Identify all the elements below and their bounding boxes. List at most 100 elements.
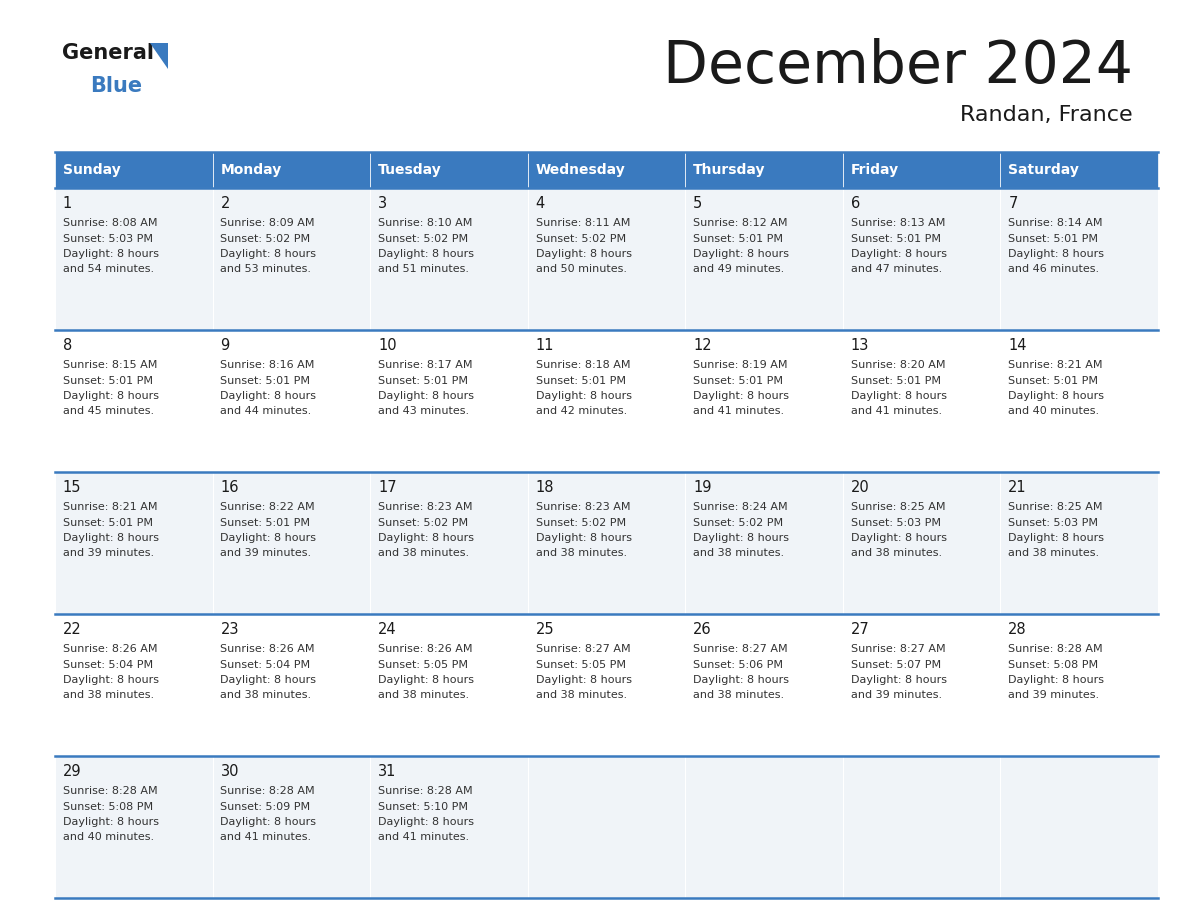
Bar (1000, 152, 1158, 188)
Text: and 44 minutes.: and 44 minutes. (221, 407, 311, 417)
Text: Sunset: 5:08 PM: Sunset: 5:08 PM (1009, 659, 1099, 669)
Text: Daylight: 8 hours: Daylight: 8 hours (851, 675, 947, 685)
Text: Daylight: 8 hours: Daylight: 8 hours (851, 533, 947, 543)
Text: 10: 10 (378, 338, 397, 353)
Bar (685, 472, 842, 614)
Text: Daylight: 8 hours: Daylight: 8 hours (693, 533, 789, 543)
Text: General: General (62, 43, 154, 63)
Text: Daylight: 8 hours: Daylight: 8 hours (378, 675, 474, 685)
Text: Sunrise: 8:27 AM: Sunrise: 8:27 AM (851, 644, 946, 654)
Text: Sunrise: 8:26 AM: Sunrise: 8:26 AM (378, 644, 473, 654)
Text: Daylight: 8 hours: Daylight: 8 hours (536, 675, 632, 685)
Text: Sunset: 5:03 PM: Sunset: 5:03 PM (63, 233, 153, 243)
Text: 9: 9 (221, 338, 229, 353)
Bar (527, 756, 685, 898)
Text: Daylight: 8 hours: Daylight: 8 hours (536, 391, 632, 401)
Text: Daylight: 8 hours: Daylight: 8 hours (1009, 391, 1105, 401)
Text: Sunday: Sunday (63, 163, 121, 177)
Text: Daylight: 8 hours: Daylight: 8 hours (378, 817, 474, 827)
Text: 30: 30 (221, 764, 239, 779)
Text: and 41 minutes.: and 41 minutes. (221, 833, 311, 843)
Bar (55, 472, 213, 614)
Bar (213, 756, 371, 898)
Bar (842, 472, 1000, 614)
Text: Sunset: 5:01 PM: Sunset: 5:01 PM (378, 375, 468, 386)
Text: 18: 18 (536, 480, 554, 495)
Text: Sunset: 5:09 PM: Sunset: 5:09 PM (221, 801, 310, 812)
Bar (371, 152, 527, 188)
Text: Sunset: 5:05 PM: Sunset: 5:05 PM (536, 659, 626, 669)
Text: Sunrise: 8:23 AM: Sunrise: 8:23 AM (536, 502, 630, 512)
Text: Sunrise: 8:26 AM: Sunrise: 8:26 AM (221, 644, 315, 654)
Text: and 38 minutes.: and 38 minutes. (536, 548, 627, 558)
Text: Wednesday: Wednesday (536, 163, 625, 177)
Bar (685, 614, 842, 756)
Bar (55, 188, 213, 330)
Text: Sunset: 5:02 PM: Sunset: 5:02 PM (693, 518, 783, 528)
Text: 14: 14 (1009, 338, 1026, 353)
Text: Daylight: 8 hours: Daylight: 8 hours (63, 675, 159, 685)
Text: Sunrise: 8:21 AM: Sunrise: 8:21 AM (63, 502, 157, 512)
Text: Sunrise: 8:23 AM: Sunrise: 8:23 AM (378, 502, 473, 512)
Text: 13: 13 (851, 338, 870, 353)
Text: Sunrise: 8:24 AM: Sunrise: 8:24 AM (693, 502, 788, 512)
Text: Daylight: 8 hours: Daylight: 8 hours (221, 817, 316, 827)
Text: Sunset: 5:01 PM: Sunset: 5:01 PM (536, 375, 626, 386)
Text: Sunset: 5:10 PM: Sunset: 5:10 PM (378, 801, 468, 812)
Text: Daylight: 8 hours: Daylight: 8 hours (378, 249, 474, 259)
Bar (213, 330, 371, 472)
Text: 5: 5 (693, 196, 702, 211)
Bar (55, 330, 213, 472)
Bar (527, 472, 685, 614)
Text: Thursday: Thursday (693, 163, 765, 177)
Bar (685, 756, 842, 898)
Text: Sunset: 5:01 PM: Sunset: 5:01 PM (1009, 375, 1099, 386)
Text: Sunrise: 8:21 AM: Sunrise: 8:21 AM (1009, 360, 1102, 370)
Text: Sunrise: 8:25 AM: Sunrise: 8:25 AM (851, 502, 946, 512)
Bar (842, 614, 1000, 756)
Text: Sunset: 5:02 PM: Sunset: 5:02 PM (378, 518, 468, 528)
Text: Daylight: 8 hours: Daylight: 8 hours (378, 391, 474, 401)
Bar (213, 188, 371, 330)
Bar (55, 756, 213, 898)
Text: 7: 7 (1009, 196, 1018, 211)
Bar (371, 614, 527, 756)
Text: December 2024: December 2024 (663, 38, 1133, 95)
Text: and 39 minutes.: and 39 minutes. (851, 690, 942, 700)
Text: and 39 minutes.: and 39 minutes. (1009, 690, 1099, 700)
Text: and 54 minutes.: and 54 minutes. (63, 264, 154, 274)
Text: Sunrise: 8:27 AM: Sunrise: 8:27 AM (693, 644, 788, 654)
Text: Sunset: 5:01 PM: Sunset: 5:01 PM (693, 375, 783, 386)
Text: Sunrise: 8:18 AM: Sunrise: 8:18 AM (536, 360, 630, 370)
Text: Sunset: 5:07 PM: Sunset: 5:07 PM (851, 659, 941, 669)
Bar (685, 330, 842, 472)
Text: 21: 21 (1009, 480, 1026, 495)
Text: Sunset: 5:06 PM: Sunset: 5:06 PM (693, 659, 783, 669)
Text: 8: 8 (63, 338, 72, 353)
Text: Sunset: 5:01 PM: Sunset: 5:01 PM (693, 233, 783, 243)
Text: Sunrise: 8:20 AM: Sunrise: 8:20 AM (851, 360, 946, 370)
Text: and 39 minutes.: and 39 minutes. (221, 548, 311, 558)
Text: Sunrise: 8:28 AM: Sunrise: 8:28 AM (1009, 644, 1102, 654)
Text: 31: 31 (378, 764, 397, 779)
Text: and 41 minutes.: and 41 minutes. (693, 407, 784, 417)
Text: Sunset: 5:01 PM: Sunset: 5:01 PM (1009, 233, 1099, 243)
Bar (1000, 756, 1158, 898)
Text: Sunrise: 8:10 AM: Sunrise: 8:10 AM (378, 218, 473, 228)
Bar (371, 472, 527, 614)
Text: Daylight: 8 hours: Daylight: 8 hours (378, 533, 474, 543)
Bar (371, 756, 527, 898)
Text: 28: 28 (1009, 622, 1026, 637)
Text: and 45 minutes.: and 45 minutes. (63, 407, 154, 417)
Text: and 38 minutes.: and 38 minutes. (693, 548, 784, 558)
Text: and 38 minutes.: and 38 minutes. (221, 690, 311, 700)
Text: Blue: Blue (90, 76, 143, 96)
Text: 1: 1 (63, 196, 72, 211)
Text: and 47 minutes.: and 47 minutes. (851, 264, 942, 274)
Bar (213, 614, 371, 756)
Text: Sunrise: 8:08 AM: Sunrise: 8:08 AM (63, 218, 157, 228)
Bar (371, 188, 527, 330)
Text: Friday: Friday (851, 163, 899, 177)
Text: Sunset: 5:04 PM: Sunset: 5:04 PM (221, 659, 310, 669)
Text: and 38 minutes.: and 38 minutes. (63, 690, 154, 700)
